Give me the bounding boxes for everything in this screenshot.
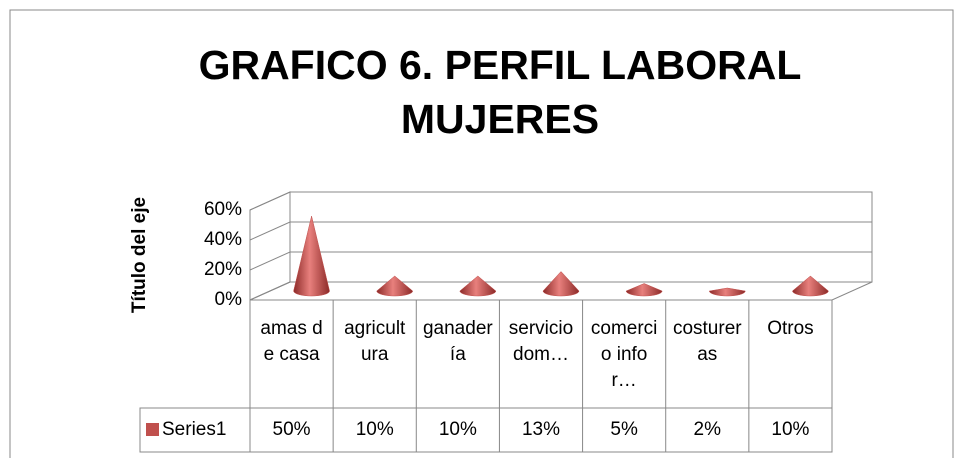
x-tick-label: costureras — [672, 318, 742, 365]
cone — [542, 271, 580, 297]
back-wall — [289, 191, 873, 283]
x-tick-label: ganadería — [422, 318, 493, 365]
legend-key — [146, 423, 159, 436]
cone — [792, 275, 829, 297]
data-table-value: 13% — [521, 419, 560, 440]
cone — [376, 275, 413, 297]
legend-label: Series1 — [162, 419, 227, 440]
grid-line — [249, 191, 872, 211]
cone — [625, 283, 663, 297]
grid-line — [249, 221, 872, 241]
grid-line — [249, 251, 872, 271]
cone — [459, 275, 497, 297]
data-table-value: 2% — [693, 419, 721, 440]
side-wall — [249, 191, 291, 301]
table-border — [139, 407, 833, 453]
data-table-value: 10% — [771, 419, 810, 440]
y-tick-label: 0% — [215, 289, 243, 310]
chart-title: GRAFICO 6. PERFIL LABORAL MUJERES — [198, 42, 802, 142]
x-tick-label: amas de casa — [260, 318, 323, 365]
y-tick-label: 60% — [204, 199, 242, 220]
data-table-value: 10% — [355, 419, 394, 440]
chart-border — [9, 9, 954, 458]
data-table-value: 5% — [610, 419, 638, 440]
cone — [293, 215, 330, 297]
data-table-value: 10% — [438, 419, 477, 440]
x-tick-label: agricultura — [344, 318, 406, 365]
x-tick-label: servicio dom… — [508, 318, 574, 365]
grid-line — [249, 281, 872, 301]
cone — [709, 287, 746, 297]
y-tick-label: 40% — [204, 229, 242, 250]
y-axis-title: Título del eje — [129, 197, 150, 313]
x-tick-label: Otros — [767, 318, 814, 339]
data-table-value: 50% — [272, 419, 311, 440]
y-tick-label: 20% — [204, 259, 242, 280]
x-tick-label: comercio infor… — [590, 318, 658, 391]
